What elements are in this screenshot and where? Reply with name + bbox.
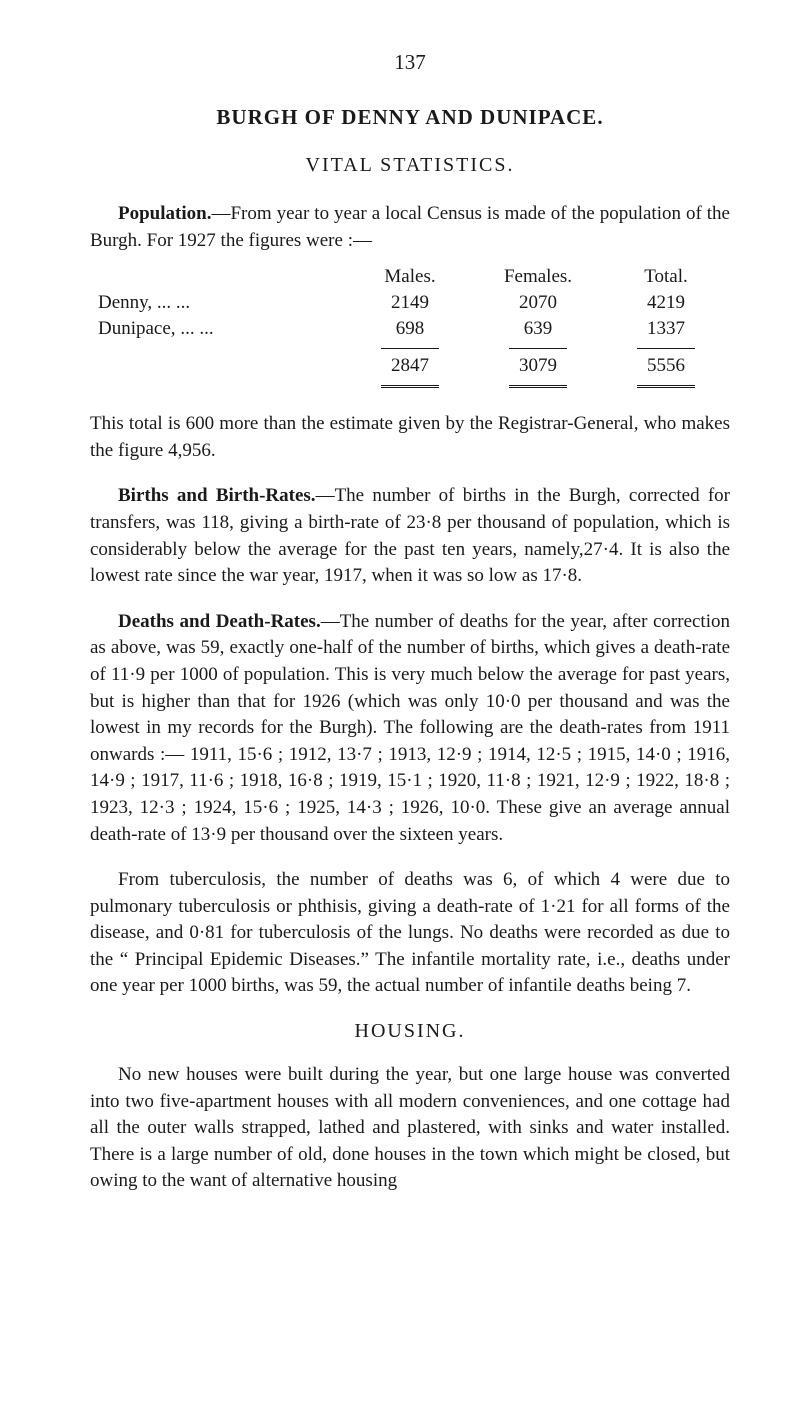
cell-males: 2149 [346,290,474,316]
deaths-heading: Deaths and Death-Rates. [118,611,321,632]
cell-females: 2070 [474,290,602,316]
row-dots: ... ... [157,292,190,313]
housing-paragraph: No new houses were built during the year… [90,1062,730,1195]
registrar-paragraph: This total is 600 more than the estimate… [90,411,730,464]
tuberculosis-paragraph: From tuberculosis, the number of deaths … [90,867,730,1000]
deaths-paragraph: Deaths and Death-Rates.—The number of de… [90,609,730,848]
document-page: 137 BURGH OF DENNY AND DUNIPACE. VITAL S… [0,0,800,1265]
population-heading: Population. [118,203,211,224]
header-females: Females. [474,264,602,290]
header-total: Total. [602,264,730,290]
total-females: 3079 [474,353,602,379]
table-totals-row: 2847 3079 5556 [90,353,730,379]
cell-males: 698 [346,316,474,342]
population-paragraph: Population.—From year to year a local Ce… [90,201,730,254]
main-title: BURGH OF DENNY AND DUNIPACE. [90,105,730,130]
page-number: 137 [90,50,730,75]
total-males: 2847 [346,353,474,379]
section-title: VITAL STATISTICS. [90,154,730,177]
population-table: Males. Females. Total. Denny, ... ... 21… [90,264,730,392]
housing-title: HOUSING. [90,1020,730,1043]
cell-females: 639 [474,316,602,342]
table-row: Denny, ... ... 2149 2070 4219 [90,290,730,316]
row-dots: ... ... [180,318,213,339]
births-paragraph: Births and Birth-Rates.—The number of bi… [90,483,730,589]
births-heading: Births and Birth-Rates. [118,485,316,506]
deaths-text: —The number of deaths for the year, afte… [90,611,730,845]
table-header-row: Males. Females. Total. [90,264,730,290]
total-total: 5556 [602,353,730,379]
cell-total: 1337 [602,316,730,342]
row-label: Dunipace, [98,318,176,339]
header-males: Males. [346,264,474,290]
table-row: Dunipace, ... ... 698 639 1337 [90,316,730,342]
row-label: Denny, [98,292,152,313]
cell-total: 4219 [602,290,730,316]
